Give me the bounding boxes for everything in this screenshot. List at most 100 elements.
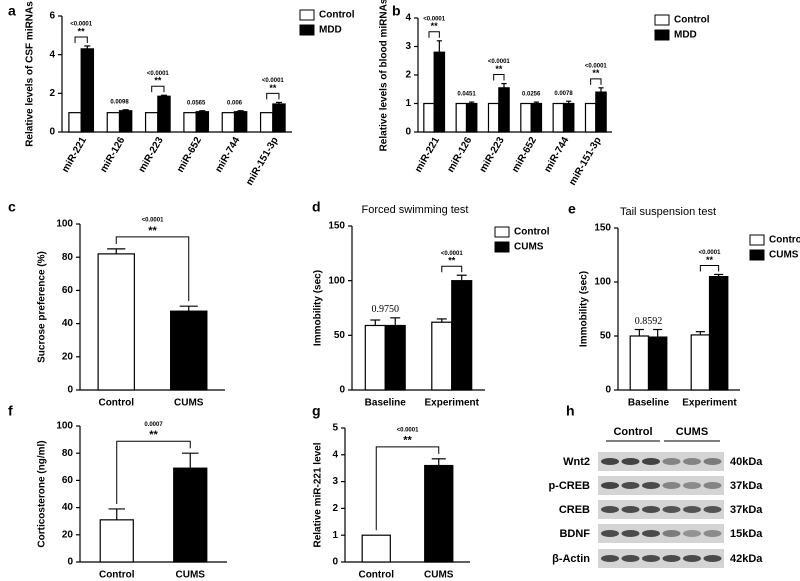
legend-label: Control (514, 227, 550, 238)
bar (157, 95, 171, 133)
x-tick-label: miR-652 (175, 135, 204, 175)
error-bar (390, 317, 401, 326)
significance-bracket (375, 446, 440, 531)
bar (361, 534, 391, 563)
panel-letter: f (8, 403, 13, 419)
blot-band (703, 555, 722, 562)
x-tick-label: miR-744 (542, 135, 571, 175)
blot-band (683, 482, 701, 489)
p-value: <0.0001 (262, 78, 285, 84)
significance-stars: ** (154, 76, 162, 86)
bar (451, 280, 473, 391)
bar (272, 103, 286, 133)
error-bar (122, 109, 129, 111)
blot-band (621, 555, 640, 562)
protein-label: CREB (559, 504, 590, 516)
bar (97, 253, 135, 391)
bar (195, 111, 210, 133)
error-bar (436, 40, 442, 53)
legend-swatch (494, 241, 510, 253)
y-tick-label: 4 (332, 449, 338, 460)
bar (384, 324, 406, 391)
y-tick-label: 40 (62, 318, 74, 329)
p-value: 0.9750 (372, 304, 400, 315)
bar (647, 336, 668, 391)
protein-label: β-Actin (552, 553, 590, 565)
y-tick-label: 80 (62, 252, 74, 263)
significance-stars: ** (495, 64, 503, 74)
p-value: <0.0001 (423, 16, 446, 22)
y-tick-label: 4 (405, 13, 411, 24)
legend-label: Control (319, 10, 355, 21)
blot-band (703, 482, 722, 489)
bar (629, 335, 650, 391)
blot-band (662, 458, 681, 465)
y-tick-label: 100 (328, 275, 345, 286)
y-tick-label: 50 (334, 330, 346, 341)
error-bar (469, 101, 475, 104)
kda-label: 37kDa (730, 480, 763, 492)
x-tick-label: miR-126 (445, 135, 474, 175)
bar (144, 112, 159, 133)
error-bar (436, 318, 447, 323)
blot-band (601, 530, 619, 537)
error-bar (199, 110, 206, 112)
p-value: <0.0001 (147, 71, 170, 77)
y-axis-label: Relative miR-221 level (313, 442, 324, 547)
bar (233, 111, 248, 133)
legend-label: MDD (319, 25, 342, 36)
p-value: 0.0078 (554, 91, 573, 97)
x-tick-label: CUMS (424, 570, 454, 581)
y-tick-label: 0 (49, 127, 55, 138)
kda-label: 40kDa (730, 456, 763, 468)
blot-strip (598, 452, 724, 471)
blot-band (621, 506, 640, 513)
x-tick-label: miR-223 (137, 135, 166, 175)
panel-letter: b (392, 3, 401, 19)
significance-bracket (428, 31, 440, 38)
blot-band (621, 530, 640, 537)
blot-band (683, 458, 701, 465)
blot-strip (598, 549, 724, 568)
legend-label: CUMS (514, 242, 544, 253)
blot-band (621, 482, 640, 489)
x-tick-label: miR-151-3p (567, 135, 603, 187)
y-tick-label: 0 (67, 385, 73, 396)
bar (221, 112, 236, 133)
x-tick-label: CUMS (174, 398, 204, 409)
x-tick-label: miR-221 (413, 135, 442, 175)
y-tick-label: 20 (62, 529, 74, 540)
error-bar (566, 100, 572, 104)
error-bar (456, 274, 467, 281)
bar (424, 464, 454, 563)
error-bar (634, 328, 644, 336)
legend-label: Control (769, 235, 800, 246)
error-bar (181, 452, 199, 469)
p-value: <0.0001 (441, 251, 464, 257)
p-value: <0.0001 (142, 217, 165, 223)
blot-band (683, 506, 701, 513)
bar (259, 112, 274, 133)
legend-swatch (654, 29, 670, 41)
significance-bracket (266, 92, 280, 100)
legend-swatch (749, 234, 765, 246)
y-tick-label: 50 (600, 331, 612, 342)
blot-band (601, 482, 619, 489)
significance-bracket (116, 440, 191, 504)
legend-swatch (654, 14, 670, 26)
y-tick-label: 60 (62, 475, 74, 486)
p-value: 0.0007 (144, 422, 163, 428)
y-tick-label: 80 (62, 448, 74, 459)
bar (173, 467, 208, 563)
p-value: <0.0001 (699, 250, 722, 256)
y-tick-label: 3 (332, 476, 338, 487)
bar (520, 102, 532, 133)
bar (170, 310, 208, 391)
y-tick-label: 150 (328, 221, 345, 232)
bar (433, 51, 446, 133)
legend-label: Control (674, 15, 710, 26)
blot-band (683, 530, 701, 537)
y-axis-label: Immobility (sec) (313, 270, 324, 346)
panel-letter: d (312, 199, 321, 215)
error-bar (598, 87, 604, 93)
